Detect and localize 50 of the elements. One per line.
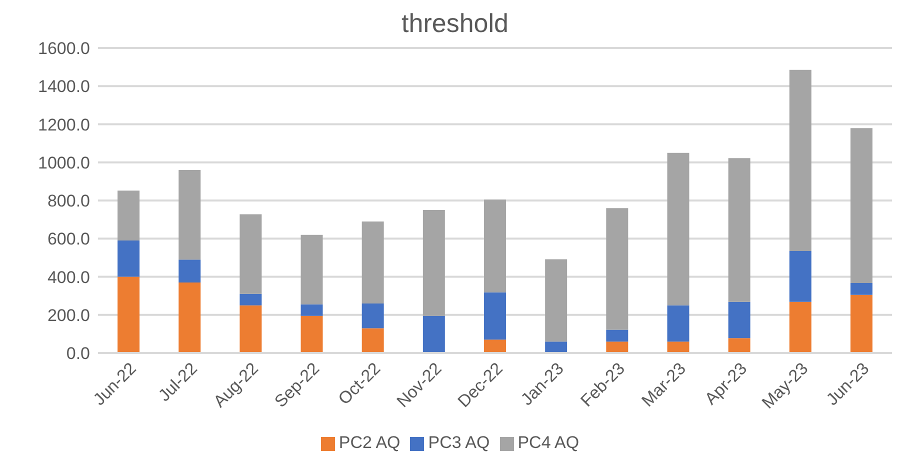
bar (545, 342, 568, 353)
bar (850, 283, 872, 295)
bar (300, 316, 323, 353)
bar (484, 200, 506, 292)
y-tick-label: 200.0 (47, 306, 90, 325)
bar (667, 305, 690, 342)
legend-label: PC4 AQ (518, 433, 580, 452)
bar (850, 294, 872, 353)
bar (789, 70, 812, 252)
chart-title: threshold (400, 8, 510, 38)
bar (484, 340, 506, 353)
bar (362, 303, 384, 328)
bar (118, 240, 140, 277)
bar (667, 342, 690, 353)
bar (178, 282, 201, 353)
bar (118, 276, 140, 353)
bar (422, 210, 445, 316)
bar (667, 152, 690, 306)
y-tick-label: 1200.0 (38, 115, 90, 134)
bar (362, 328, 384, 353)
bar (118, 190, 140, 241)
legend-label: PC3 AQ (428, 433, 490, 452)
bar (300, 234, 323, 304)
y-tick-label: 0.0 (66, 344, 90, 364)
y-tick-label: 1600.0 (38, 39, 90, 58)
bar (728, 302, 750, 338)
bar (606, 330, 628, 342)
bar (606, 342, 628, 353)
bar (178, 170, 201, 260)
bar (240, 305, 262, 353)
bar (422, 316, 445, 353)
bar (240, 294, 262, 306)
bar (484, 292, 506, 340)
y-tick-label: 1000.0 (38, 153, 90, 172)
bar (728, 338, 750, 353)
bar (362, 221, 384, 304)
bar (789, 251, 812, 302)
bar (789, 302, 812, 353)
bar (728, 158, 750, 302)
legend-label: PC2 AQ (338, 433, 400, 452)
bar (545, 259, 568, 342)
y-tick-label: 600.0 (47, 230, 90, 249)
y-tick-label: 400.0 (47, 268, 90, 287)
bar (178, 260, 201, 282)
bar (850, 128, 872, 284)
bar (300, 304, 323, 316)
y-tick-label: 1400.0 (38, 77, 90, 96)
bar (240, 214, 262, 294)
y-tick-label: 800.0 (47, 192, 90, 211)
bar (606, 208, 628, 330)
